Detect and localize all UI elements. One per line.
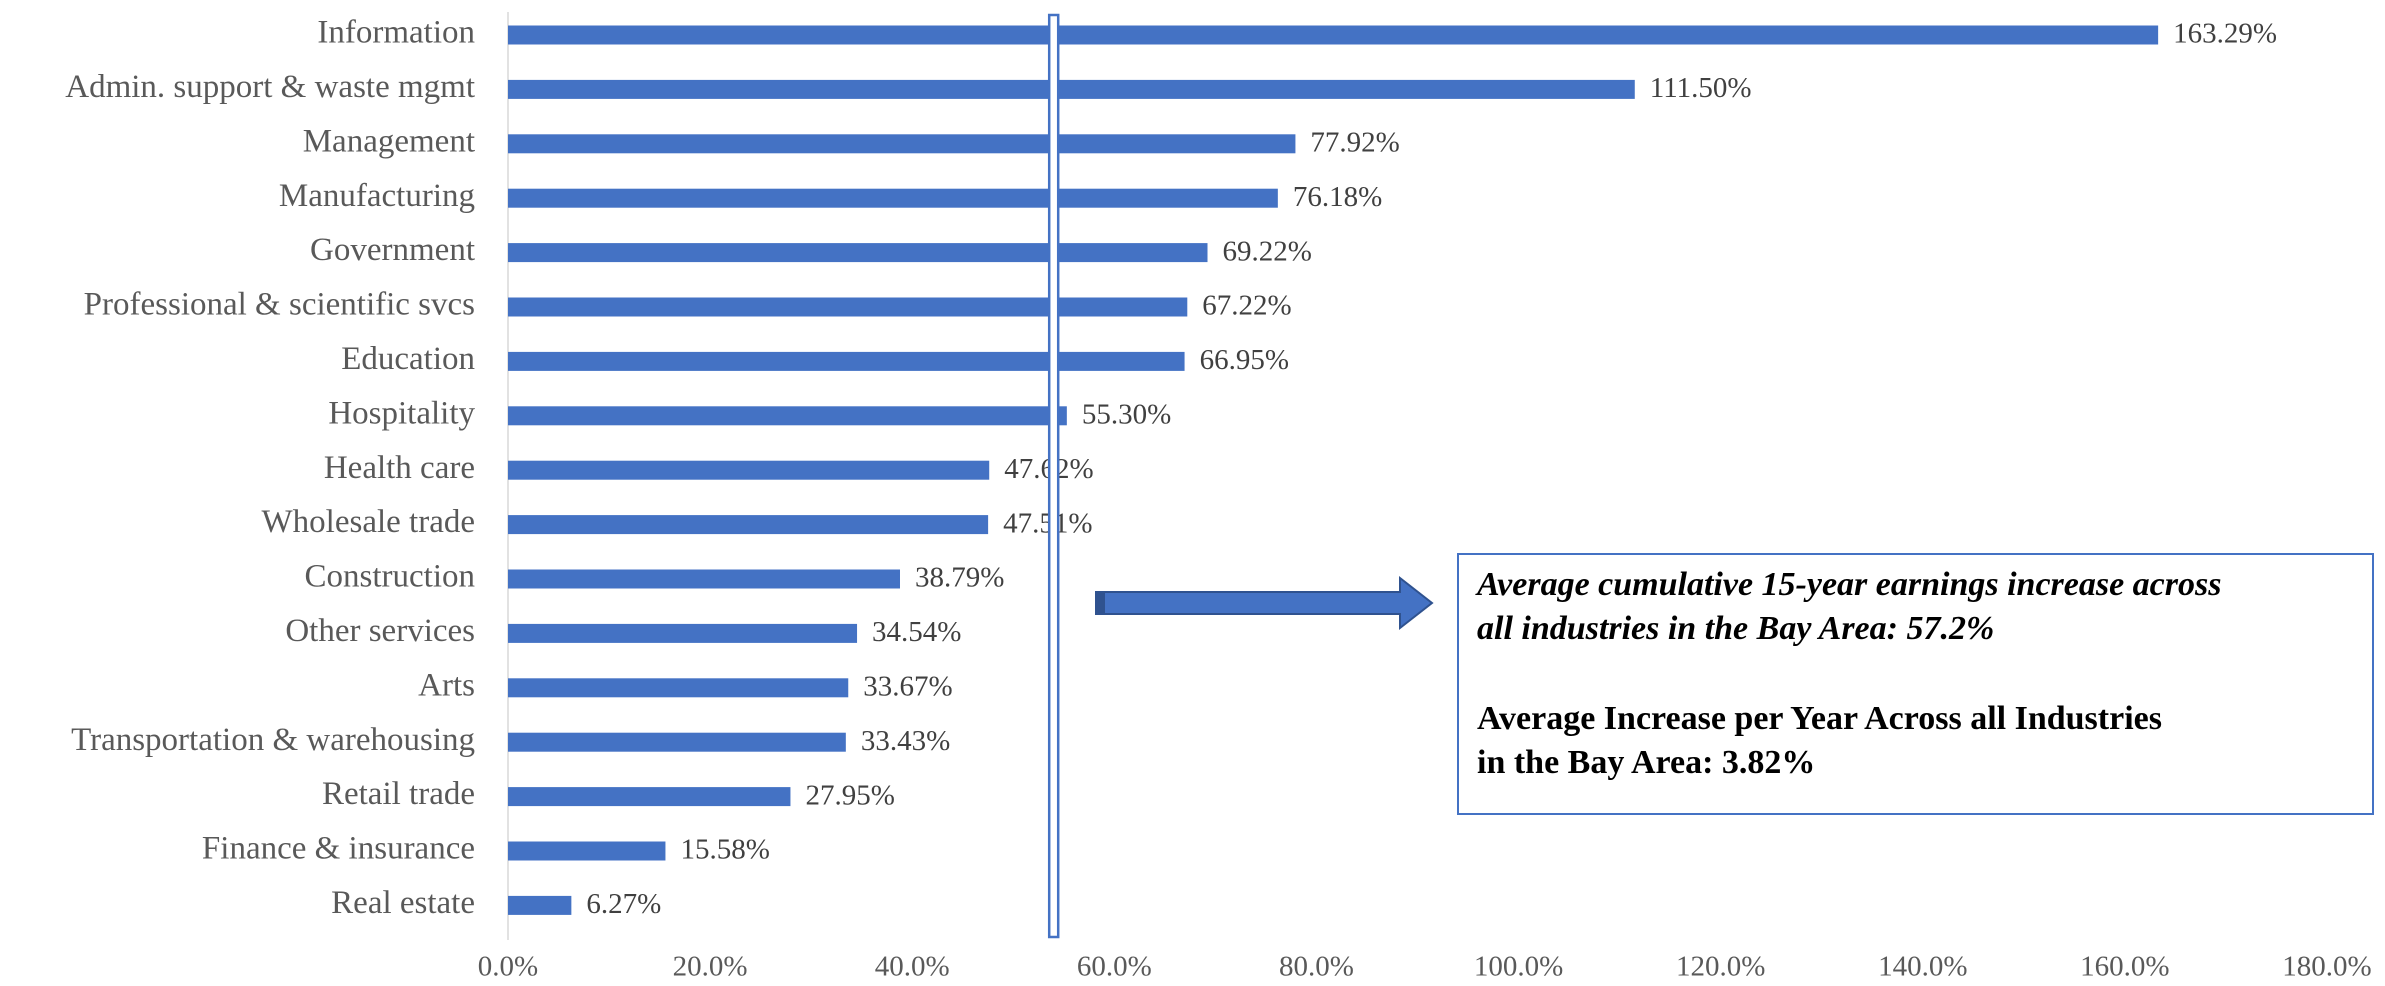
- value-label: 67.22%: [1202, 290, 1291, 322]
- bar: [508, 188, 1278, 208]
- value-label: 38.79%: [915, 562, 1004, 594]
- bar: [508, 460, 990, 480]
- category-label: Government: [310, 232, 475, 268]
- x-tick-label: 0.0%: [478, 951, 538, 983]
- category-label: Wholesale trade: [262, 504, 475, 540]
- x-tick-label: 60.0%: [1077, 951, 1152, 983]
- category-label: Other services: [285, 613, 475, 649]
- value-label: 66.95%: [1200, 344, 1289, 376]
- value-label: 77.92%: [1310, 126, 1399, 158]
- x-tick-label: 100.0%: [1474, 951, 1563, 983]
- value-label: 69.22%: [1223, 235, 1312, 267]
- x-tick-label: 40.0%: [875, 951, 950, 983]
- value-label: 33.43%: [861, 725, 950, 757]
- x-tick-label: 120.0%: [1676, 951, 1765, 983]
- bar: [508, 79, 1635, 99]
- arrow: [1095, 575, 1434, 631]
- category-label: Finance & insurance: [202, 831, 475, 867]
- value-label: 111.50%: [1650, 72, 1752, 104]
- category-label: Arts: [418, 667, 475, 703]
- annotation: Average Increase per Year Across all Ind…: [1477, 700, 2162, 737]
- value-label: 55.30%: [1082, 398, 1171, 430]
- value-label: 27.95%: [805, 779, 894, 811]
- value-label: 34.54%: [872, 616, 961, 648]
- bar: [508, 297, 1188, 317]
- value-label: 33.67%: [863, 670, 952, 702]
- reference-line: [1047, 13, 1060, 939]
- x-tick-label: 160.0%: [2080, 951, 2169, 983]
- category-label: Construction: [305, 559, 476, 595]
- bar: [508, 569, 900, 589]
- bar: [508, 732, 846, 752]
- annotation-box: [1457, 553, 2374, 815]
- bar: [508, 841, 666, 861]
- category-label: Hospitality: [328, 395, 475, 431]
- value-label: 76.18%: [1293, 181, 1382, 213]
- overlay: [1095, 553, 2374, 815]
- category-label: Real estate: [331, 885, 475, 921]
- bar: [508, 623, 858, 643]
- bar: [508, 678, 849, 698]
- bar: [508, 351, 1185, 371]
- annotation: in the Bay Area: 3.82%: [1477, 744, 1815, 781]
- category-label: Admin. support & waste mgmt: [65, 69, 475, 105]
- bar: [508, 787, 791, 807]
- bar: [508, 515, 989, 535]
- annotation: Average cumulative 15-year earnings incr…: [1475, 566, 2221, 603]
- category-label: Manufacturing: [279, 178, 475, 214]
- value-label: 15.58%: [680, 834, 769, 866]
- bar: [508, 134, 1296, 154]
- bar: [508, 243, 1208, 263]
- x-tick-label: 80.0%: [1279, 951, 1354, 983]
- bar: [508, 895, 572, 915]
- category-label: Professional & scientific svcs: [84, 287, 475, 323]
- category-label: Information: [317, 15, 475, 51]
- bar: [508, 406, 1067, 426]
- category-label: Management: [303, 123, 475, 159]
- bars: [508, 25, 2159, 915]
- x-tick-label: 20.0%: [673, 951, 748, 983]
- x-tick-label: 180.0%: [2282, 951, 2371, 983]
- x-tick-label: 140.0%: [1878, 951, 1967, 983]
- category-label: Health care: [324, 450, 475, 486]
- category-label: Education: [341, 341, 475, 377]
- category-label: Retail trade: [322, 776, 475, 812]
- value-label: 47.51%: [1003, 507, 1092, 539]
- category-label: Transportation & warehousing: [71, 722, 475, 758]
- annotation: all industries in the Bay Area: 57.2%: [1477, 610, 1994, 647]
- bar: [508, 25, 2159, 45]
- arrow-tail: [1096, 592, 1105, 614]
- value-label: 163.29%: [2173, 18, 2277, 50]
- value-label: 6.27%: [586, 888, 661, 920]
